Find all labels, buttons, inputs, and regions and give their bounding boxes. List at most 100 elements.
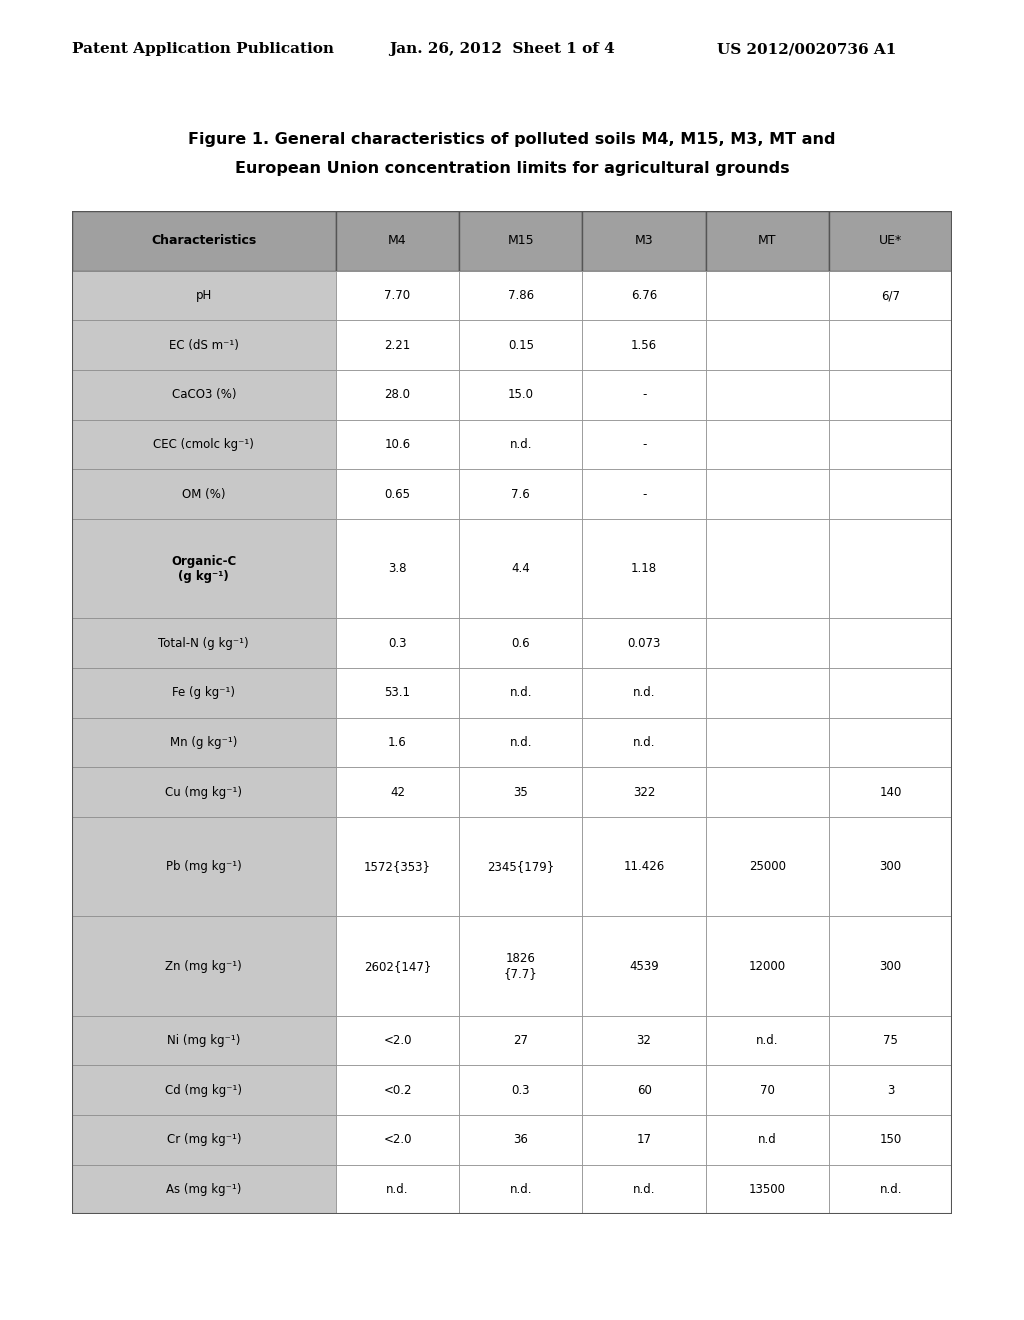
- Text: UE*: UE*: [879, 235, 902, 247]
- Bar: [583, 420, 706, 470]
- Bar: [336, 211, 459, 271]
- Bar: [336, 1115, 459, 1164]
- Bar: [459, 767, 583, 817]
- Bar: [459, 718, 583, 767]
- Text: 36: 36: [513, 1134, 528, 1146]
- Text: 1826
{7.7}: 1826 {7.7}: [504, 952, 538, 979]
- Text: Organic-C
(g kg⁻¹): Organic-C (g kg⁻¹): [171, 554, 237, 582]
- Bar: [336, 1164, 459, 1214]
- Bar: [829, 718, 952, 767]
- Text: 6/7: 6/7: [882, 289, 900, 302]
- Text: 1.18: 1.18: [631, 562, 657, 576]
- Text: 4.4: 4.4: [511, 562, 530, 576]
- Bar: [72, 817, 336, 916]
- Text: 2345{179}: 2345{179}: [487, 861, 554, 874]
- Text: 0.073: 0.073: [628, 636, 660, 649]
- Text: -: -: [642, 388, 646, 401]
- Bar: [72, 420, 336, 470]
- Text: 0.65: 0.65: [385, 488, 411, 500]
- Bar: [583, 767, 706, 817]
- Bar: [706, 668, 829, 718]
- Text: Patent Application Publication: Patent Application Publication: [72, 42, 334, 57]
- Bar: [829, 619, 952, 668]
- Bar: [706, 271, 829, 321]
- Bar: [829, 916, 952, 1016]
- Bar: [72, 321, 336, 370]
- Text: 140: 140: [880, 785, 902, 799]
- Bar: [583, 1016, 706, 1065]
- Bar: [459, 370, 583, 420]
- Text: Cu (mg kg⁻¹): Cu (mg kg⁻¹): [165, 785, 243, 799]
- Text: 0.6: 0.6: [512, 636, 530, 649]
- Text: 35: 35: [513, 785, 528, 799]
- Bar: [706, 1164, 829, 1214]
- Text: MT: MT: [758, 235, 776, 247]
- Text: n.d.: n.d.: [756, 1034, 778, 1047]
- Text: 3.8: 3.8: [388, 562, 407, 576]
- Bar: [706, 1065, 829, 1115]
- Bar: [829, 370, 952, 420]
- Bar: [706, 211, 829, 271]
- Text: 75: 75: [884, 1034, 898, 1047]
- Text: 13500: 13500: [749, 1183, 785, 1196]
- Bar: [829, 668, 952, 718]
- Bar: [72, 1115, 336, 1164]
- Text: 15.0: 15.0: [508, 388, 534, 401]
- Bar: [583, 211, 706, 271]
- Bar: [459, 668, 583, 718]
- Bar: [459, 321, 583, 370]
- Text: 322: 322: [633, 785, 655, 799]
- Text: 70: 70: [760, 1084, 775, 1097]
- Text: CEC (cmolc kg⁻¹): CEC (cmolc kg⁻¹): [154, 438, 254, 451]
- Bar: [72, 916, 336, 1016]
- Bar: [336, 370, 459, 420]
- Bar: [336, 916, 459, 1016]
- Text: 53.1: 53.1: [385, 686, 411, 700]
- Text: Pb (mg kg⁻¹): Pb (mg kg⁻¹): [166, 861, 242, 874]
- Bar: [706, 321, 829, 370]
- Bar: [459, 470, 583, 519]
- Text: 6.76: 6.76: [631, 289, 657, 302]
- Bar: [583, 519, 706, 619]
- Text: pH: pH: [196, 289, 212, 302]
- Bar: [583, 370, 706, 420]
- Text: 7.70: 7.70: [384, 289, 411, 302]
- Text: 300: 300: [880, 861, 902, 874]
- Text: 0.15: 0.15: [508, 339, 534, 352]
- Bar: [336, 817, 459, 916]
- Bar: [72, 271, 336, 321]
- Bar: [459, 1065, 583, 1115]
- Text: 32: 32: [637, 1034, 651, 1047]
- Text: EC (dS m⁻¹): EC (dS m⁻¹): [169, 339, 239, 352]
- Text: 7.6: 7.6: [511, 488, 530, 500]
- Bar: [336, 668, 459, 718]
- Text: Jan. 26, 2012  Sheet 1 of 4: Jan. 26, 2012 Sheet 1 of 4: [389, 42, 614, 57]
- Text: n.d.: n.d.: [880, 1183, 902, 1196]
- Bar: [336, 420, 459, 470]
- Bar: [72, 470, 336, 519]
- Bar: [583, 1115, 706, 1164]
- Text: n.d.: n.d.: [510, 686, 532, 700]
- Text: 11.426: 11.426: [624, 861, 665, 874]
- Bar: [459, 619, 583, 668]
- Bar: [72, 1164, 336, 1214]
- Bar: [706, 718, 829, 767]
- Bar: [583, 271, 706, 321]
- Text: Figure 1. General characteristics of polluted soils M4, M15, M3, MT and: Figure 1. General characteristics of pol…: [188, 132, 836, 147]
- Bar: [829, 1016, 952, 1065]
- Text: 150: 150: [880, 1134, 902, 1146]
- Text: <2.0: <2.0: [383, 1034, 412, 1047]
- Text: 10.6: 10.6: [384, 438, 411, 451]
- Bar: [72, 767, 336, 817]
- Bar: [72, 1016, 336, 1065]
- Text: 25000: 25000: [749, 861, 785, 874]
- Text: 0.3: 0.3: [512, 1084, 530, 1097]
- Text: n.d.: n.d.: [510, 737, 532, 748]
- Text: OM (%): OM (%): [182, 488, 225, 500]
- Bar: [459, 1115, 583, 1164]
- Bar: [706, 619, 829, 668]
- Text: 42: 42: [390, 785, 406, 799]
- Text: 27: 27: [513, 1034, 528, 1047]
- Text: 0.3: 0.3: [388, 636, 407, 649]
- Text: n.d.: n.d.: [510, 438, 532, 451]
